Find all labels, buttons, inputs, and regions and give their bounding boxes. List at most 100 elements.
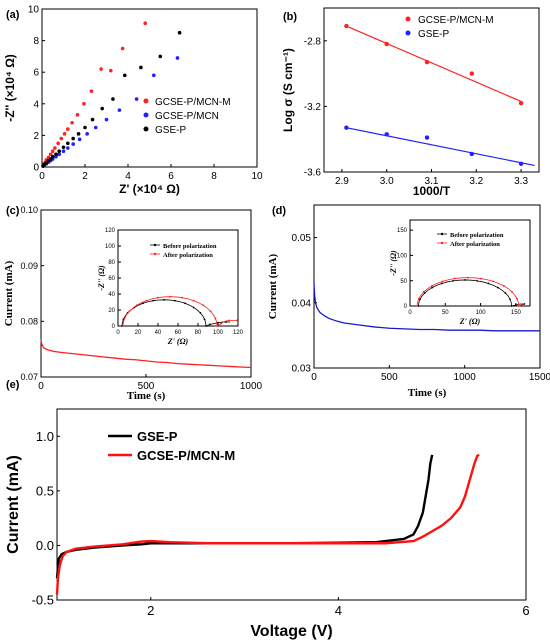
panel-d-inset-point	[480, 277, 482, 280]
panel-d-inset-point	[516, 297, 518, 300]
panel-d-inset-point	[417, 305, 420, 307]
panel-c-inset-point	[184, 302, 186, 305]
panel-b-point	[424, 135, 430, 140]
panel-a-point	[77, 137, 82, 142]
panel-a-point	[66, 146, 70, 150]
panel-c-inset-point	[128, 310, 131, 313]
panel-c-inset-ytick-label: 100	[105, 244, 116, 250]
panel-a-point	[57, 149, 61, 153]
panel-a-point	[93, 125, 98, 130]
panel-d-inset-point	[476, 279, 479, 282]
panel-d-ytick-label: 0.03	[292, 364, 312, 375]
panel-d-inset-ytick-label: 50	[400, 279, 407, 285]
panel-label-c: (c)	[6, 205, 20, 217]
panel-d-inset-point	[510, 305, 513, 307]
panel-c-inset-point	[142, 302, 144, 305]
panel-d-inset-frame	[409, 219, 531, 307]
panel-a-point	[66, 127, 70, 131]
panel-c-ytick-label: 0.08	[20, 316, 38, 326]
panel-c-ytick-label: 0.09	[20, 261, 38, 271]
panel-d-frame	[313, 204, 541, 369]
panel-a-point	[62, 132, 67, 136]
panel-c-inset-point	[135, 304, 138, 307]
panel-a-point	[61, 149, 66, 153]
panel-e-line	[55, 453, 480, 595]
panel-a-point	[117, 108, 122, 112]
panel-a: 0 2 4 6 8 10 0 2 4 6 8 10 Z' (×10⁴ Ω) -Z'' (×10⁴ Ω) GC…	[3, 5, 263, 197]
panel-a-point	[71, 142, 75, 146]
panel-c-inset-point	[152, 299, 155, 302]
panel-d-inset-point	[510, 290, 513, 293]
panel-c-inset-point	[192, 306, 195, 309]
panel-c-inset-xtick-label: 20	[135, 330, 142, 336]
panel-d-inset-point	[504, 292, 507, 294]
panel-c-xtick-label: 1000	[240, 381, 263, 392]
panel-d-inset-xlabel: Z' (Ω)	[459, 317, 481, 326]
panel-a-point	[122, 73, 127, 78]
panel-a-point	[44, 161, 49, 165]
panel-c-inset-point	[192, 299, 195, 302]
panel-c-inset-point	[209, 310, 212, 313]
panel-a-xtick-label: 2	[82, 171, 88, 182]
panel-a-point	[177, 30, 182, 35]
panel-a-point	[83, 125, 87, 130]
panel-d-xtick-label: 1500	[529, 372, 550, 383]
panel-d-xtick-label: 1000	[454, 372, 477, 383]
panel-b-point	[424, 59, 430, 65]
panel-b-xtick-label: 3.3	[514, 176, 528, 187]
panel-e-ytick-label: -0.5	[32, 593, 54, 608]
panel-c-inset-ytick-label: 120	[105, 228, 116, 234]
panel-b-point	[518, 100, 524, 106]
panel-c-ytick-label: 0.10	[20, 205, 38, 215]
panel-d-inset-point	[497, 286, 499, 289]
panel-c-ytick-label: 0.07	[20, 372, 38, 382]
panel-label-a: (a)	[6, 9, 20, 21]
panel-a-point	[99, 67, 103, 71]
panel-a-point	[109, 68, 113, 73]
panel-d-inset-xtick-label: 100	[476, 310, 487, 316]
panel-a-point	[175, 56, 180, 60]
panel-d-inset-ylabel: -Z'' (Ω)	[389, 250, 398, 276]
panel-b-fit-line	[346, 127, 535, 167]
panel-d-xtick-label: 500	[381, 372, 398, 383]
panel-e-legend-label: GCSE-P/MCN-M	[137, 448, 235, 463]
panel-a-ytick-label: 6	[33, 68, 39, 79]
panel-e-ytick-label: 0.5	[36, 483, 54, 498]
panel-d-inset-curve	[418, 279, 525, 307]
panel-a-ylabel: -Z'' (×10⁴ Ω)	[3, 54, 17, 122]
panel-a-point	[71, 136, 75, 141]
panel-a-point	[54, 152, 58, 157]
panel-a-ytick-label: 4	[33, 99, 39, 110]
panel-c-inset-point	[203, 318, 206, 321]
panel-c-inset-ytick-label: 20	[108, 308, 115, 314]
panel-c-inset-point	[156, 296, 159, 299]
panel-e-frame	[56, 408, 527, 601]
panel-a-point	[100, 106, 104, 111]
panel-d-inset-ytick-label: 100	[397, 254, 408, 260]
panel-c-inset-point	[163, 298, 165, 301]
panel-a-point	[48, 157, 53, 161]
panel-d-inset-legend-label: After polarization	[450, 241, 500, 248]
panel-c-inset-point	[199, 311, 202, 314]
panel-d-inset-point	[517, 305, 520, 307]
panel-a-point	[48, 152, 53, 157]
panel-c-inset-point	[205, 325, 207, 327]
panel-c-inset-point	[216, 325, 218, 327]
panel-c-frame	[40, 209, 252, 378]
panel-c-inset-legend-label: Before polarization	[163, 243, 217, 250]
panel-d-xtick-label: 0	[311, 372, 317, 383]
panel-a-point	[57, 152, 61, 157]
panel-c-inset-point	[123, 317, 126, 320]
panel-e-ytick-label: 0.0	[36, 538, 54, 553]
panel-b-xtick-label: 3.0	[380, 176, 394, 187]
panel-c-inset-point	[173, 299, 176, 302]
panel-e-line	[55, 454, 434, 579]
panel-d-inset-legend-label: Before polarization	[450, 232, 504, 239]
panel-c-inset-point	[145, 299, 148, 302]
panel-d-inset-xtick-label: 0	[408, 310, 412, 316]
panel-d-line	[313, 281, 540, 332]
panel-c-inset-curve	[121, 299, 230, 327]
